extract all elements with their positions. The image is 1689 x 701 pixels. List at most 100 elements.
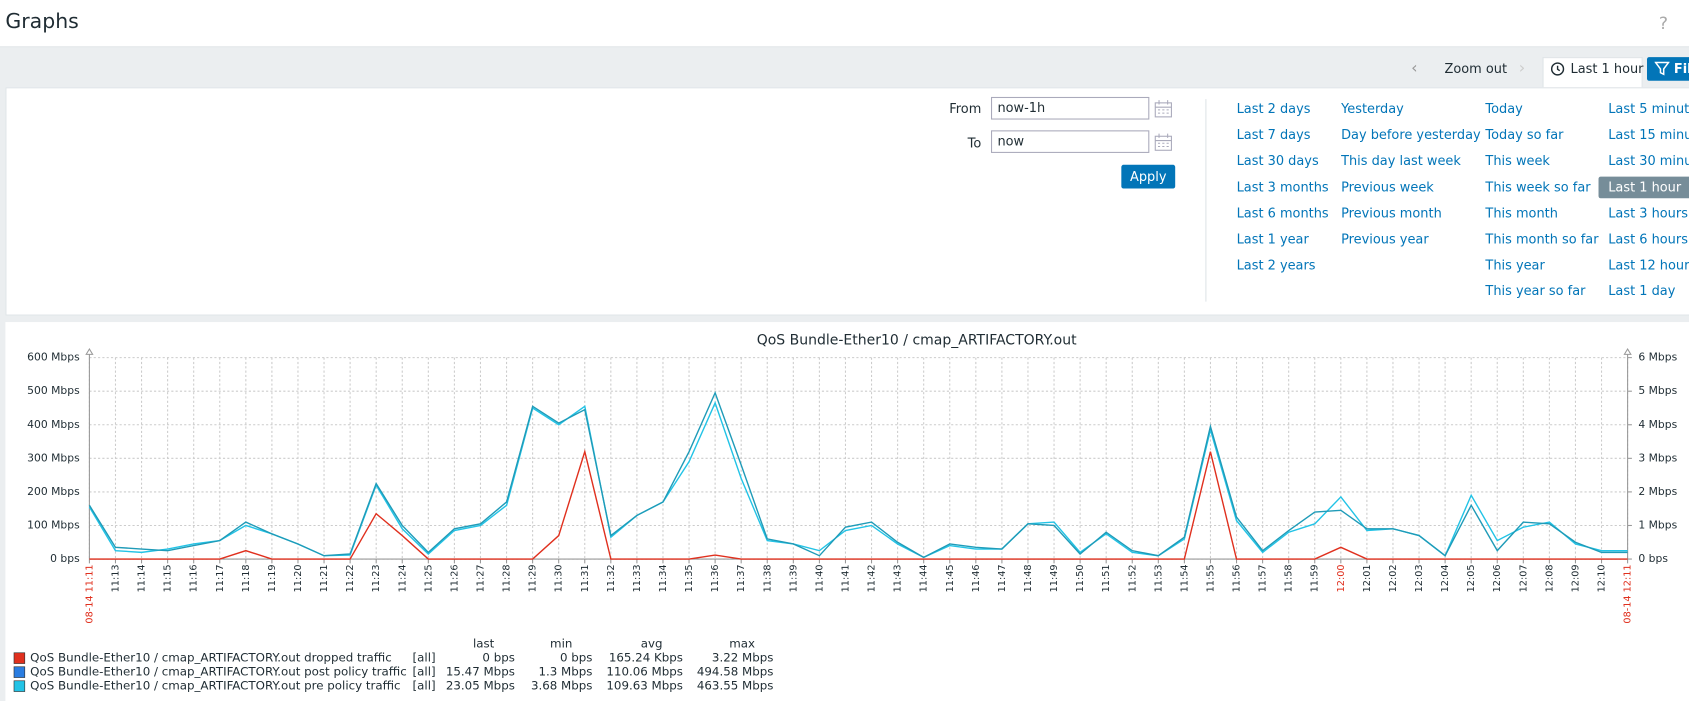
quick-range[interactable]: This year bbox=[1485, 257, 1545, 273]
x-tick-label: 11:35 bbox=[684, 564, 695, 592]
x-tick-label: 11:23 bbox=[371, 564, 382, 592]
quick-range[interactable]: Last 12 hours bbox=[1608, 257, 1689, 273]
x-tick-label: 11:24 bbox=[397, 564, 408, 592]
quick-range[interactable]: Last 1 hour bbox=[1598, 176, 1689, 198]
quick-range[interactable]: Last 6 hours bbox=[1608, 231, 1688, 247]
quick-range[interactable]: Last 3 months bbox=[1236, 179, 1329, 195]
x-tick-label: 12:10 bbox=[1597, 564, 1608, 592]
x-tick-label: 12:08 bbox=[1544, 564, 1555, 592]
quick-range[interactable]: This week so far bbox=[1485, 179, 1591, 195]
legend-function: [all] bbox=[413, 679, 436, 693]
quick-range[interactable]: Previous month bbox=[1341, 205, 1442, 221]
x-tick-label: 11:22 bbox=[345, 564, 356, 592]
x-tick-label: 11:28 bbox=[502, 564, 513, 592]
separator bbox=[1205, 99, 1207, 302]
x-tick-label: 11:49 bbox=[1049, 564, 1060, 592]
x-tick-label: 11:52 bbox=[1127, 564, 1138, 592]
quick-range[interactable]: Today bbox=[1485, 101, 1523, 117]
quick-range[interactable]: Yesterday bbox=[1341, 101, 1404, 117]
time-tab[interactable] bbox=[1542, 57, 1643, 89]
quick-range[interactable]: Last 2 years bbox=[1236, 257, 1316, 273]
legend-stat: 3.22 Mbps bbox=[712, 651, 773, 665]
calendar-icons[interactable] bbox=[1154, 99, 1173, 153]
quick-range[interactable]: This month so far bbox=[1485, 231, 1599, 247]
x-tick-label: 11:39 bbox=[788, 564, 799, 592]
x-tick-label: 11:15 bbox=[163, 564, 174, 592]
x-tick-label: 11:19 bbox=[267, 564, 278, 592]
quick-range[interactable]: Last 3 hours bbox=[1608, 205, 1688, 221]
x-tick-label: 11:55 bbox=[1205, 564, 1216, 592]
x-tick-label: 12:05 bbox=[1466, 564, 1477, 592]
help-icon[interactable]: ? bbox=[1658, 12, 1668, 34]
x-tick-label: 11:30 bbox=[554, 564, 565, 592]
legend-stat: 463.55 Mbps bbox=[697, 679, 774, 693]
x-tick-label: 11:41 bbox=[840, 564, 851, 592]
next-arrow[interactable]: › bbox=[1518, 58, 1526, 78]
legend-stat: 0 bps bbox=[482, 651, 514, 665]
legend-label: QoS Bundle-Ether10 / cmap_ARTIFACTORY.ou… bbox=[30, 651, 392, 665]
x-tick-label: 11:42 bbox=[867, 564, 878, 592]
y-tick-label: 600 Mbps bbox=[27, 351, 80, 364]
legend-swatch bbox=[13, 666, 26, 678]
x-tick-label: 11:40 bbox=[814, 564, 825, 592]
legend-stat: 1.3 Mbps bbox=[538, 665, 592, 679]
legend-swatch bbox=[13, 652, 26, 664]
quick-range[interactable]: Last 1 year bbox=[1236, 231, 1309, 247]
clock-icon bbox=[1550, 62, 1565, 76]
to-input[interactable]: now bbox=[990, 130, 1150, 153]
x-tick-label: 11:44 bbox=[919, 564, 930, 592]
quick-range[interactable]: Last 30 minutes bbox=[1608, 153, 1689, 169]
x-tick-label: 11:43 bbox=[893, 564, 904, 592]
quick-range[interactable]: This year so far bbox=[1485, 283, 1586, 299]
legend-stat: 165.24 Kbps bbox=[609, 651, 683, 665]
quick-range[interactable]: Last 1 day bbox=[1608, 283, 1676, 299]
chart: QoS Bundle-Ether10 / cmap_ARTIFACTORY.ou… bbox=[13, 332, 1678, 693]
quick-range[interactable]: Last 15 minutes bbox=[1608, 127, 1689, 143]
quick-range[interactable]: Previous year bbox=[1341, 231, 1429, 247]
y2-tick-label: 1 Mbps bbox=[1638, 518, 1677, 531]
legend-stat: 494.58 Mbps bbox=[697, 665, 774, 679]
axis-arrow bbox=[85, 347, 94, 355]
prev-arrow[interactable]: ‹ bbox=[1411, 58, 1418, 78]
x-tick-label: 12:02 bbox=[1388, 564, 1399, 592]
legend-header: max bbox=[729, 637, 755, 651]
filter-icon bbox=[1654, 61, 1670, 76]
zoom-out[interactable]: Zoom out bbox=[1444, 61, 1508, 77]
quick-range[interactable]: Last 5 minutes bbox=[1608, 101, 1689, 117]
time-tab-label[interactable]: Last 1 hour bbox=[1570, 61, 1644, 77]
filter-tab-label[interactable]: Filter bbox=[1673, 61, 1689, 77]
y-tick-label: 0 bps bbox=[50, 552, 80, 565]
x-tick-label: 11:47 bbox=[997, 564, 1008, 592]
y-tick-label: 500 Mbps bbox=[27, 384, 80, 397]
quick-range[interactable]: This week bbox=[1485, 153, 1550, 169]
quick-range[interactable]: This day last week bbox=[1341, 153, 1461, 169]
from-input[interactable]: now-1h bbox=[990, 96, 1150, 120]
y-tick-label: 400 Mbps bbox=[27, 418, 80, 431]
x-tick-label: 11:57 bbox=[1258, 564, 1269, 592]
quick-range[interactable]: Day before yesterday bbox=[1341, 127, 1481, 143]
x-tick-label: 11:17 bbox=[215, 564, 226, 592]
legend-stat: 23.05 Mbps bbox=[446, 679, 515, 693]
y2-tick-label: 4 Mbps bbox=[1638, 418, 1677, 431]
y-tick-label: 300 Mbps bbox=[27, 451, 80, 464]
quick-range[interactable]: This month bbox=[1485, 205, 1558, 221]
quick-range[interactable]: Last 30 days bbox=[1236, 153, 1319, 169]
quick-range[interactable]: Last 7 days bbox=[1236, 127, 1311, 143]
x-tick-label: 11:13 bbox=[110, 564, 121, 592]
quick-range[interactable]: Previous week bbox=[1341, 179, 1434, 195]
x-tick-label: 11:50 bbox=[1075, 564, 1086, 592]
x-tick-label: 08-14 11:11 bbox=[84, 564, 95, 623]
legend-stat: 0 bps bbox=[560, 651, 592, 665]
header bbox=[0, 0, 1689, 48]
x-tick-label: 11:31 bbox=[580, 564, 591, 592]
x-tick-label: 11:54 bbox=[1179, 564, 1190, 592]
apply-button[interactable]: Apply bbox=[1121, 164, 1176, 189]
x-tick-label: 11:46 bbox=[971, 564, 982, 592]
quick-range[interactable]: Last 6 months bbox=[1236, 205, 1329, 221]
quick-range[interactable]: Last 2 days bbox=[1236, 101, 1311, 117]
series-line bbox=[88, 390, 1628, 559]
legend-header: last bbox=[473, 637, 495, 651]
x-tick-label: 11:53 bbox=[1153, 564, 1164, 592]
quick-range[interactable]: Today so far bbox=[1485, 127, 1564, 143]
